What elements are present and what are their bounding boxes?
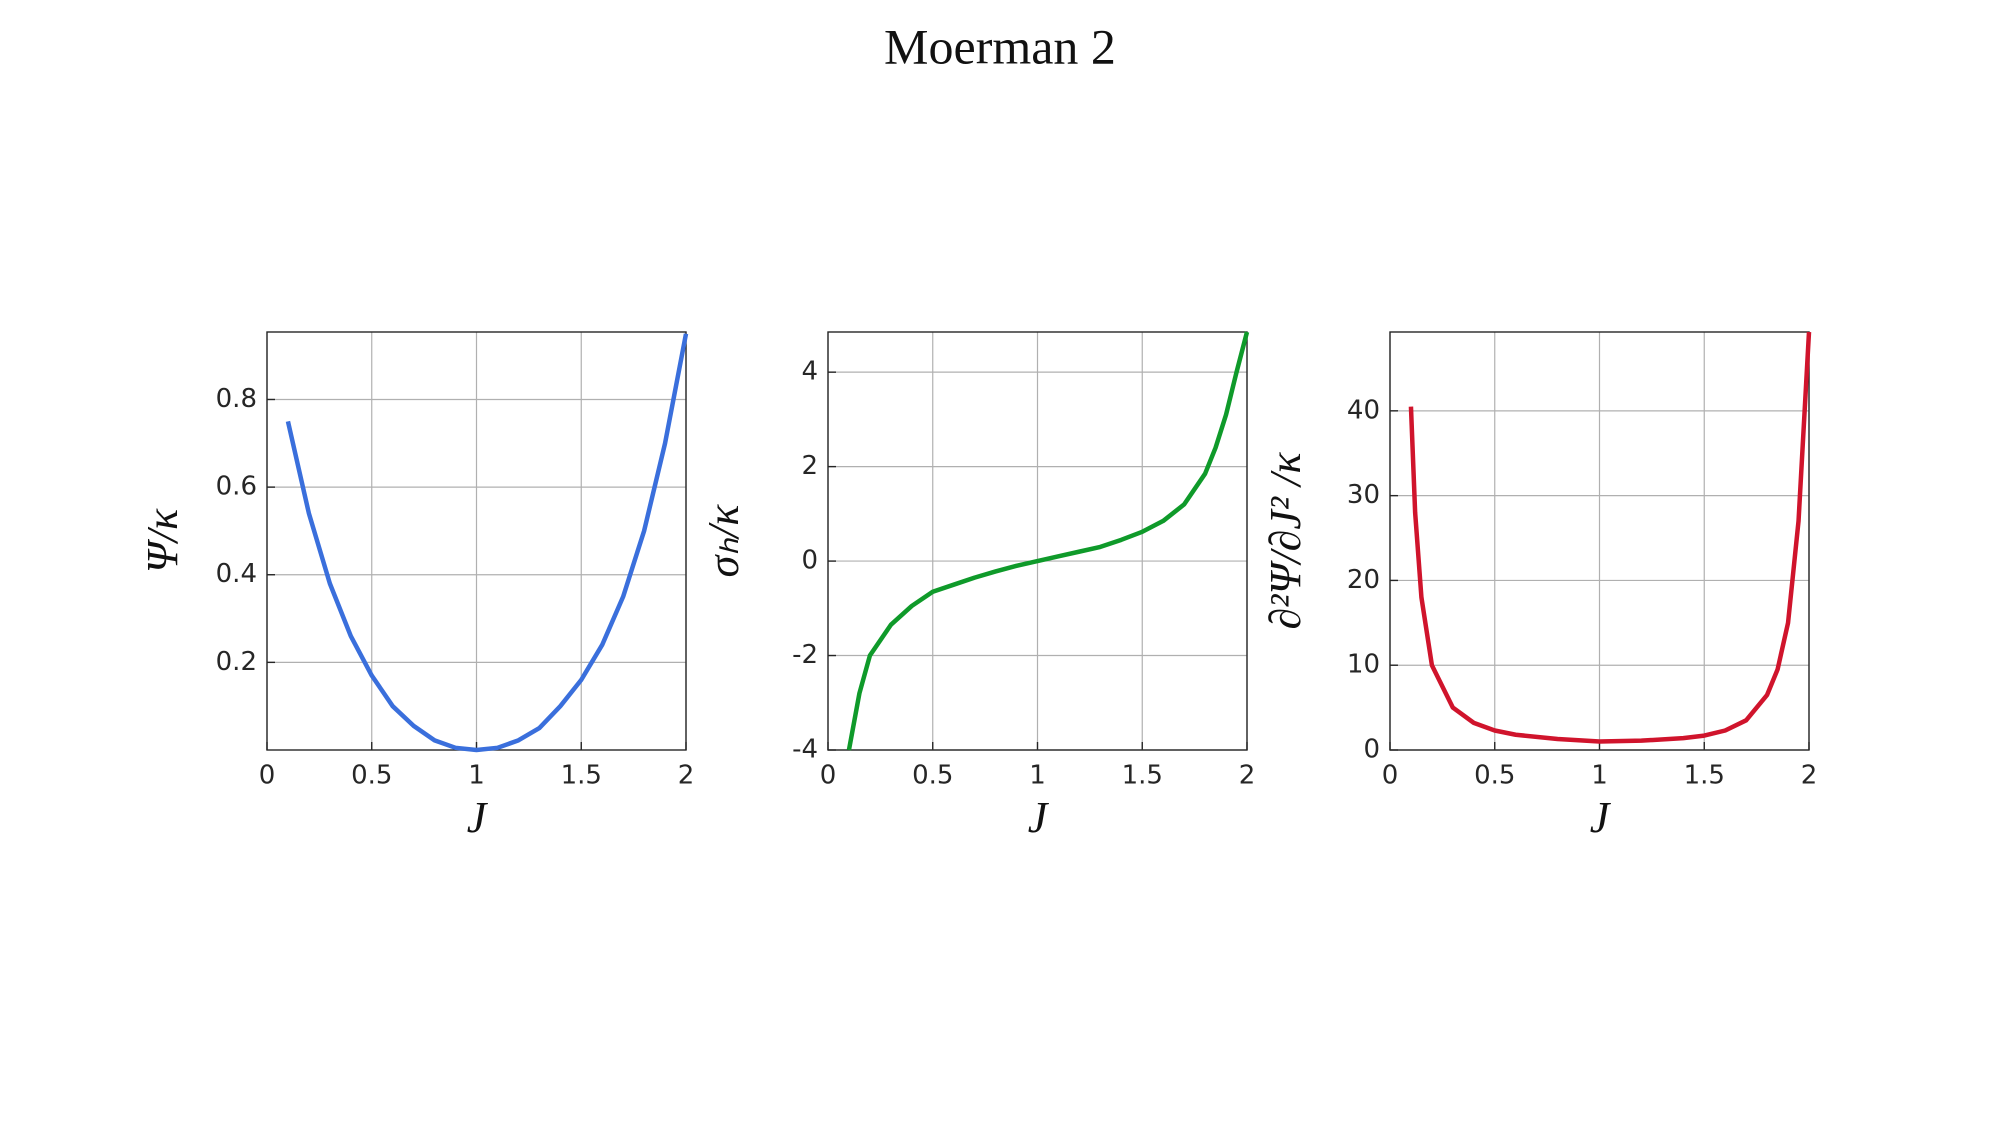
data-line [1408, 331, 1812, 744]
y-tick-label: 30 [1347, 480, 1380, 510]
x-tick-label: 0 [1382, 761, 1399, 791]
y-tick-label: 0 [801, 546, 818, 576]
x-tick-label: 1 [1029, 761, 1046, 791]
axes-frame [827, 331, 1248, 751]
x-tick-label: 0.5 [351, 761, 392, 791]
data-line [846, 331, 1250, 751]
x-tick-label: 0.5 [912, 761, 953, 791]
x-tick-label: 2 [1801, 761, 1818, 791]
x-tick-label: 0.5 [1474, 761, 1515, 791]
x-tick-label: 1 [1591, 761, 1608, 791]
x-tick-label: 1 [468, 761, 485, 791]
x-tick-label: 1.5 [561, 761, 602, 791]
x-axis-label: J [467, 793, 489, 842]
axes-frame [1389, 331, 1810, 751]
figure-title: Moerman 2 [884, 18, 1116, 74]
x-axis-label: J [1590, 793, 1612, 842]
y-tick-label: 4 [801, 357, 818, 387]
y-tick-label: 40 [1347, 395, 1380, 425]
x-tick-label: 0 [259, 761, 276, 791]
y-tick-label: -4 [792, 735, 818, 765]
x-tick-label: 2 [678, 761, 695, 791]
y-axis-label: Ψ/κ [138, 508, 187, 573]
y-tick-label: 20 [1347, 565, 1380, 595]
x-tick-label: 0 [820, 761, 837, 791]
y-tick-label: 2 [801, 451, 818, 481]
y-tick-label: 10 [1347, 650, 1380, 680]
x-tick-label: 1.5 [1684, 761, 1725, 791]
data-line [285, 333, 689, 753]
y-tick-label: 0.6 [216, 472, 257, 502]
x-axis-label: J [1028, 793, 1050, 842]
x-tick-label: 2 [1239, 761, 1256, 791]
y-tick-label: 0.4 [216, 559, 257, 589]
y-tick-label: 0 [1363, 735, 1380, 765]
y-tick-label: 0.2 [216, 647, 257, 677]
y-axis-label: σₕ/κ [699, 504, 748, 578]
y-axis-label: ∂²Ψ/∂J² /κ [1261, 452, 1310, 630]
y-tick-label: 0.8 [216, 384, 257, 414]
y-tick-label: -2 [792, 640, 818, 670]
x-tick-label: 1.5 [1122, 761, 1163, 791]
